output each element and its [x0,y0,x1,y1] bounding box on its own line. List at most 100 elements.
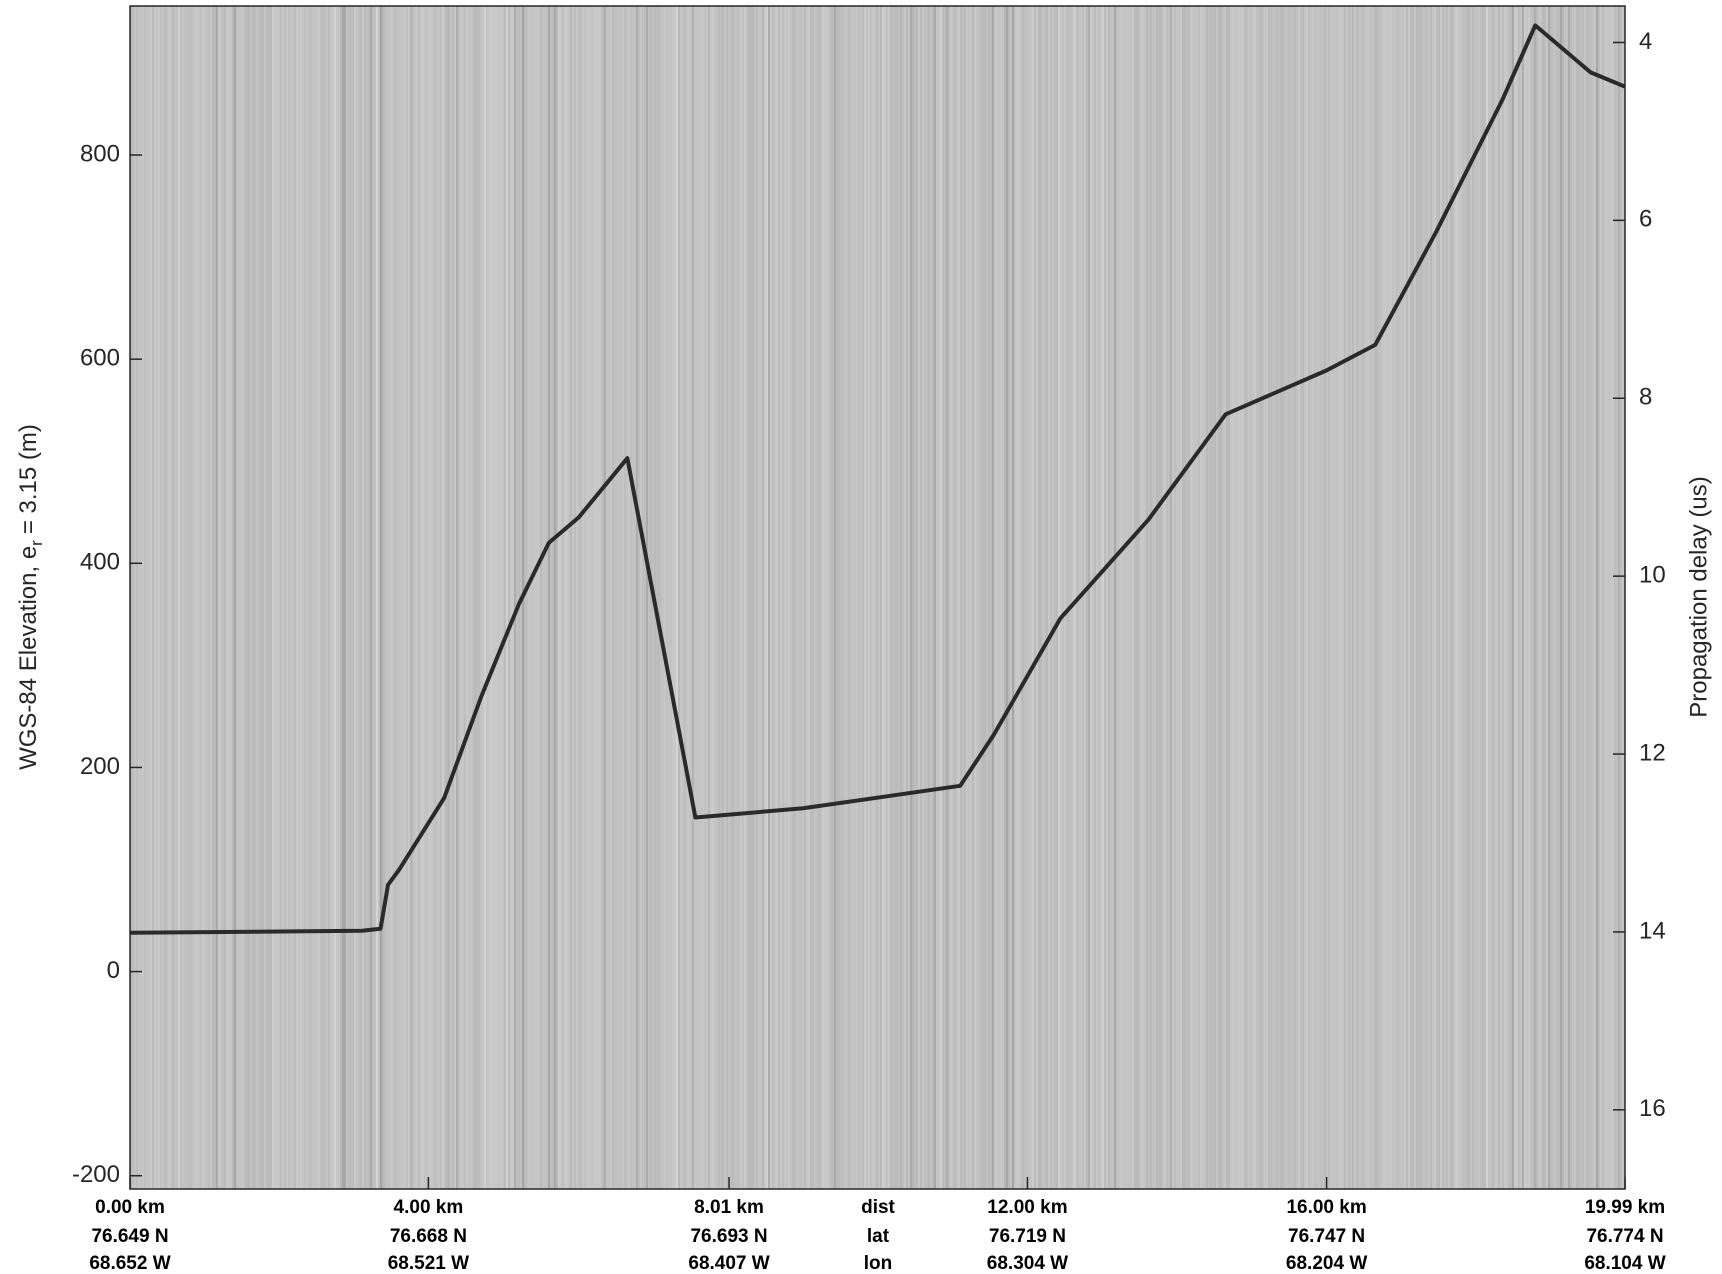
texture-streak [1540,6,1542,1189]
texture-streak [554,6,556,1189]
texture-streak [726,6,728,1189]
texture-streak [1084,6,1086,1189]
texture-streak [740,6,742,1189]
texture-streak [1042,6,1044,1189]
y-axis-label: WGS-84 Elevation, er = 3.15 (m) [15,424,46,770]
texture-streak [444,6,446,1189]
texture-streak [1430,6,1432,1189]
texture-streak [1192,6,1194,1189]
texture-streak [1018,6,1020,1189]
texture-streak [1074,6,1076,1189]
texture-streak [1022,6,1024,1189]
texture-streak [266,6,268,1189]
texture-streak [398,6,400,1189]
texture-streak [996,6,998,1189]
texture-streak [836,6,838,1189]
texture-streak [1102,6,1104,1189]
texture-streak [958,6,960,1189]
texture-streak [170,6,172,1189]
texture-streak [1212,6,1214,1189]
texture-streak [1604,6,1606,1189]
texture-streak [820,6,822,1189]
texture-streak [390,6,392,1189]
y-axis-label-suffix: = 3.15 (m) [15,424,42,534]
texture-streak [616,6,618,1189]
texture-streak [1392,6,1394,1189]
texture-streak [1050,6,1052,1189]
texture-streak [386,6,388,1189]
texture-streak [1124,6,1126,1189]
texture-streak [970,6,972,1189]
texture-streak [1420,6,1422,1189]
texture-streak [1594,6,1596,1189]
texture-streak [722,6,724,1189]
texture-streak [916,6,918,1189]
texture-streak [1602,6,1604,1189]
texture-streak [1456,6,1458,1189]
texture-streak [368,6,370,1189]
texture-streak [300,6,302,1189]
texture-streak [576,6,578,1189]
texture-streak [888,6,890,1189]
texture-streak [330,6,332,1189]
texture-streak [1196,6,1198,1189]
texture-streak [1308,6,1310,1189]
texture-streak [1136,6,1138,1189]
texture-streak [356,6,358,1189]
y-tick-label: 800 [80,140,120,167]
texture-streak [688,6,690,1189]
texture-streak [144,6,146,1189]
texture-streak [1274,6,1276,1189]
texture-streak [1510,6,1512,1189]
texture-streak [594,6,596,1189]
texture-streak [1228,6,1230,1189]
texture-streak [1356,6,1358,1189]
texture-streak [552,6,554,1189]
texture-streak [158,6,160,1189]
texture-streak [1170,6,1172,1189]
texture-streak [964,6,966,1189]
texture-streak [844,6,846,1189]
texture-streak [354,6,356,1189]
texture-streak [1010,6,1012,1189]
texture-streak [1312,6,1314,1189]
texture-streak [1586,6,1588,1189]
texture-streak [1350,6,1352,1189]
texture-streak [1558,6,1560,1189]
texture-streak [734,6,736,1189]
texture-streak [1368,6,1370,1189]
texture-streak [548,6,550,1189]
texture-streak [1068,6,1070,1189]
texture-streak [1488,6,1490,1189]
texture-streak [1292,6,1294,1189]
texture-streak [574,6,576,1189]
texture-streak [264,6,266,1189]
texture-streak [1414,6,1416,1189]
texture-streak [728,6,730,1189]
texture-streak [334,6,336,1189]
texture-streak [732,6,734,1189]
texture-streak [262,6,264,1189]
texture-streak [1504,6,1506,1189]
texture-streak [878,6,880,1189]
texture-streak [1324,6,1326,1189]
texture-streak [518,6,520,1189]
texture-streak [1234,6,1236,1189]
texture-streak [1424,6,1426,1189]
texture-streak [988,6,990,1189]
texture-streak [1434,6,1436,1189]
texture-streak [348,6,350,1189]
texture-streak [506,6,508,1189]
texture-streak [1188,6,1190,1189]
texture-streak [804,6,806,1189]
texture-streak [590,6,592,1189]
texture-streak [412,6,414,1189]
texture-streak [1184,6,1186,1189]
texture-streak [630,6,632,1189]
texture-streak [890,6,892,1189]
texture-streak [908,6,910,1189]
texture-streak [1284,6,1286,1189]
texture-streak [1200,6,1202,1189]
texture-streak [980,6,982,1189]
texture-streak [292,6,294,1189]
